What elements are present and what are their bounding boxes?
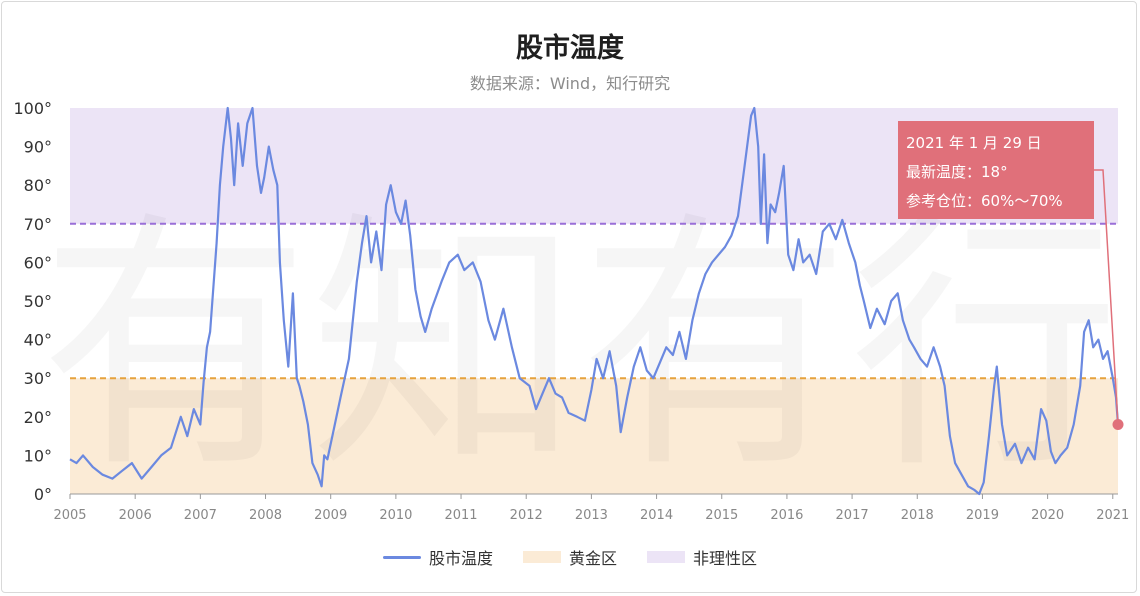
x-tick-label: 2019 <box>966 508 999 523</box>
y-tick-label: 30° <box>24 369 52 388</box>
x-tick-label: 2012 <box>510 508 543 523</box>
y-tick-label: 60° <box>24 253 52 272</box>
x-tick-label: 2008 <box>249 508 282 523</box>
x-tick-label: 2018 <box>901 508 934 523</box>
series-line-temperature <box>69 106 1120 496</box>
x-tick-label: 2015 <box>705 508 738 523</box>
y-tick-label: 100° <box>13 99 52 118</box>
watermark-layer: 有知有行 <box>40 189 1120 504</box>
x-tick-label: 2017 <box>836 508 869 523</box>
callout-date: 2021 年 1 月 29 日 <box>906 134 1042 152</box>
x-tick-label: 2005 <box>53 508 86 523</box>
chart-subtitle: 数据来源：Wind，知行研究 <box>469 74 671 93</box>
legend-item-golden-zone[interactable]: 黄金区 <box>522 545 617 569</box>
latest-callout: 2021 年 1 月 29 日 最新温度：18° 参考仓位：60%～70% <box>898 121 1094 219</box>
y-tick-label: 80° <box>24 176 52 195</box>
x-tick-label: 2014 <box>640 508 673 523</box>
legend: 股市温度 黄金区 非理性区 <box>0 545 1140 569</box>
y-tick-label: 50° <box>24 292 52 311</box>
legend-item-irrational-zone[interactable]: 非理性区 <box>647 545 757 569</box>
x-tick-label: 2020 <box>1031 508 1064 523</box>
legend-label: 黄金区 <box>568 549 617 568</box>
annotation-layer <box>1094 169 1124 431</box>
x-tick-label: 2011 <box>444 508 477 523</box>
callout-connector <box>1094 169 1119 425</box>
callout-temperature: 最新温度：18° <box>906 163 1008 181</box>
legend-swatch-golden <box>522 551 561 563</box>
x-tick-label: 2010 <box>379 508 412 523</box>
x-tick-label: 2006 <box>119 508 152 523</box>
y-tick-label: 40° <box>24 331 52 350</box>
x-tick-label: 2009 <box>314 508 347 523</box>
watermark-text: 有知有行 <box>40 189 1120 504</box>
y-tick-label: 20° <box>24 408 52 427</box>
legend-label: 股市温度 <box>428 549 493 568</box>
x-tick-label: 2013 <box>575 508 608 523</box>
callout-position: 参考仓位：60%～70% <box>906 192 1063 210</box>
golden-zone-band <box>70 378 1118 494</box>
y-tick-label: 10° <box>24 446 52 465</box>
legend-item-temperature[interactable]: 股市温度 <box>382 545 493 569</box>
y-tick-label: 70° <box>24 215 52 234</box>
y-tick-label: 0° <box>34 485 52 504</box>
latest-point-marker <box>1112 419 1124 431</box>
series-layer <box>69 106 1120 496</box>
legend-swatch-line <box>382 555 421 559</box>
legend-swatch-irrational <box>647 551 685 563</box>
axes-layer: 0° 10° 20° 30° 40° 50° 60° 70° 80° 90° 100° 2005 200… <box>13 99 1129 523</box>
x-tick-label: 2007 <box>184 508 217 523</box>
y-tick-label: 90° <box>24 138 52 157</box>
legend-label: 非理性区 <box>693 549 758 568</box>
x-tick-label: 2016 <box>770 508 803 523</box>
chart-title: 股市温度 <box>516 33 624 64</box>
x-tick-label: 2021 <box>1096 508 1129 523</box>
